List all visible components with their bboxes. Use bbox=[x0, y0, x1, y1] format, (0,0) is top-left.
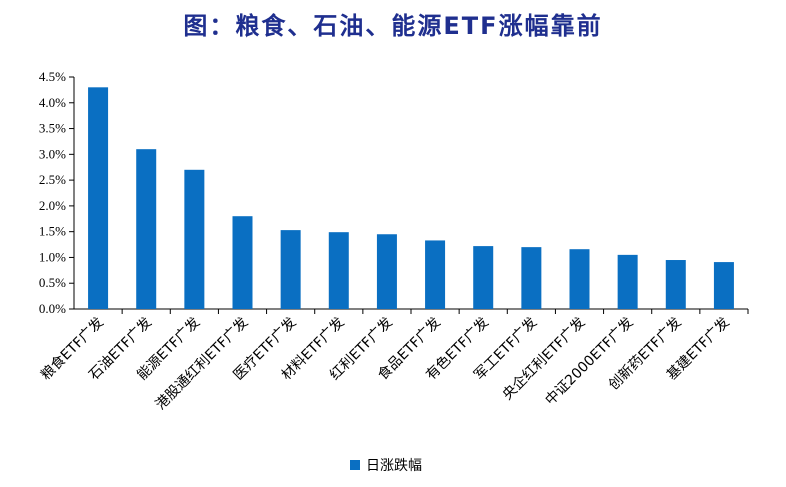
bar bbox=[569, 249, 590, 309]
y-tick-label: 0.5% bbox=[39, 275, 66, 290]
bar bbox=[280, 230, 301, 309]
y-axis: 0.0% 0.5% 1.0% 1.5% 2.0% 2.5% 3.0% 3.5% 4.0% 4.5% bbox=[39, 69, 748, 316]
bar bbox=[184, 169, 205, 309]
y-tick-label: 3.0% bbox=[39, 146, 66, 161]
y-tick-label: 4.0% bbox=[39, 95, 66, 110]
x-tick-label: 中证2000ETF广发 bbox=[542, 315, 636, 409]
bar bbox=[617, 254, 638, 309]
legend-swatch bbox=[350, 460, 360, 470]
y-tick-label: 2.5% bbox=[39, 172, 66, 187]
bar bbox=[88, 87, 109, 309]
legend-label: 日涨跌幅 bbox=[366, 458, 422, 474]
x-axis-labels: 粮食ETF广发石油ETF广发能源ETF广发港股通红利ETF广发医疗ETF广发材料… bbox=[37, 309, 749, 414]
y-tick-label: 3.5% bbox=[39, 121, 66, 136]
chart-title: 图：粮食、石油、能源ETF涨幅靠前 bbox=[183, 12, 603, 40]
y-tick-label: 4.5% bbox=[39, 69, 66, 84]
bar bbox=[713, 262, 734, 309]
bar bbox=[521, 247, 542, 309]
x-tick-label: 港股通红利ETF广发 bbox=[153, 315, 252, 414]
y-tick-label: 1.0% bbox=[39, 249, 66, 264]
bar bbox=[328, 232, 349, 309]
bars bbox=[88, 87, 734, 309]
bar bbox=[232, 216, 253, 309]
bar bbox=[473, 246, 494, 309]
bar bbox=[136, 149, 157, 309]
x-tick-label: 央企红利ETF广发 bbox=[499, 314, 588, 403]
bar bbox=[425, 240, 446, 309]
y-tick-label: 2.0% bbox=[39, 198, 66, 213]
legend: 日涨跌幅 bbox=[350, 455, 422, 475]
bar bbox=[376, 234, 397, 309]
y-tick-label: 0.0% bbox=[39, 301, 66, 316]
y-tick-label: 1.5% bbox=[39, 224, 66, 239]
bar bbox=[665, 260, 686, 309]
